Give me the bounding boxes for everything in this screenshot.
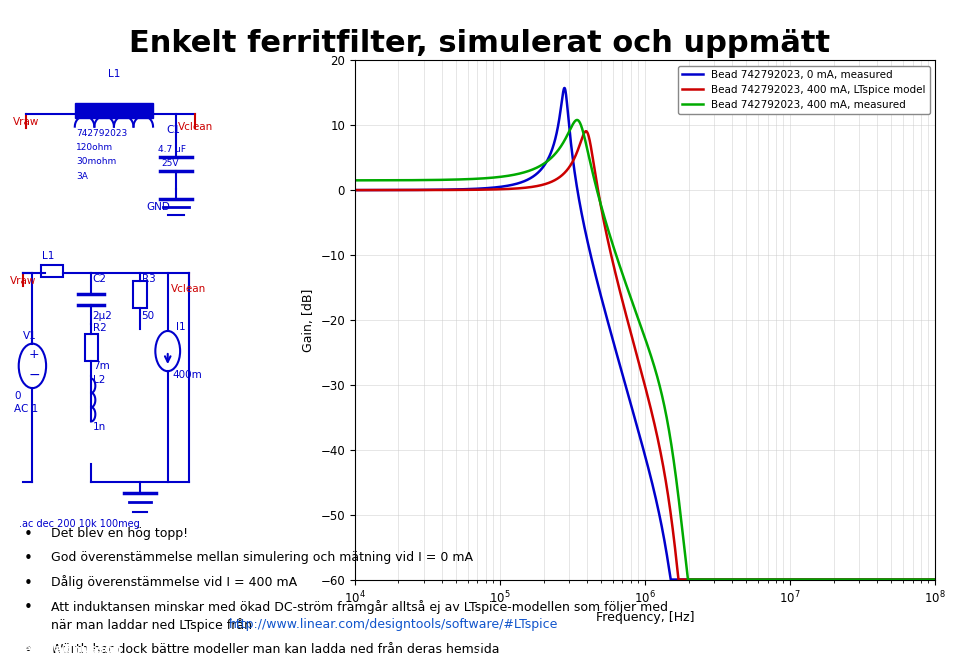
Bead 742792023, 400 mA, LTspice model xyxy=(855,576,867,584)
Text: C2: C2 xyxy=(93,274,106,284)
Text: L2: L2 xyxy=(93,375,105,385)
Bead 742792023, 400 mA, measured xyxy=(572,116,583,124)
Text: 7m: 7m xyxy=(93,360,109,371)
Text: •: • xyxy=(24,551,33,566)
Text: V1: V1 xyxy=(23,332,37,342)
Bead 742792023, 400 mA, LTspice model xyxy=(349,186,361,194)
Text: Att induktansen minskar med ökad DC-ström framgår alltså ej av LTspice-modellen : Att induktansen minskar med ökad DC-strö… xyxy=(51,600,667,614)
Text: •: • xyxy=(24,643,33,657)
Text: Det blev en hög topp!: Det blev en hög topp! xyxy=(51,527,188,540)
Bead 742792023, 0 mA, measured xyxy=(415,186,427,194)
Bead 742792023, 400 mA, LTspice model xyxy=(929,576,941,584)
Text: 120ohm: 120ohm xyxy=(77,143,113,152)
Bar xyxy=(133,281,147,308)
Text: 50: 50 xyxy=(142,312,154,322)
Bead 742792023, 0 mA, measured xyxy=(349,186,361,194)
Text: Vraw: Vraw xyxy=(12,117,39,127)
Text: L1: L1 xyxy=(42,251,55,261)
Text: 400m: 400m xyxy=(173,370,202,379)
Text: +: + xyxy=(29,348,39,361)
Bead 742792023, 400 mA, measured xyxy=(415,176,427,184)
Bead 742792023, 0 mA, measured xyxy=(665,576,676,584)
Text: http://www.linear.com/designtools/software/#LTspice: http://www.linear.com/designtools/softwa… xyxy=(229,618,558,631)
Bead 742792023, 0 mA, measured xyxy=(919,576,930,584)
Text: 2µ2: 2µ2 xyxy=(93,312,112,322)
Line: Bead 742792023, 400 mA, LTspice model: Bead 742792023, 400 mA, LTspice model xyxy=(355,131,935,580)
Legend: Bead 742792023, 0 mA, measured, Bead 742792023, 400 mA, LTspice model, Bead 7427: Bead 742792023, 0 mA, measured, Bead 742… xyxy=(678,66,930,115)
Bead 742792023, 400 mA, measured xyxy=(919,576,930,584)
Text: Vclean: Vclean xyxy=(177,123,213,133)
Text: AC 1: AC 1 xyxy=(14,405,38,415)
Bead 742792023, 400 mA, measured xyxy=(855,576,867,584)
Text: God överenstämmelse mellan simulering och mätning vid I = 0 mA: God överenstämmelse mellan simulering oc… xyxy=(51,551,473,564)
Y-axis label: Gain, [dB]: Gain, [dB] xyxy=(302,288,315,352)
Bead 742792023, 0 mA, measured xyxy=(855,576,867,584)
Text: när man laddar ned LTspice från: när man laddar ned LTspice från xyxy=(51,618,256,632)
Text: −: − xyxy=(29,368,40,382)
Text: 7: 7 xyxy=(475,643,484,657)
Bead 742792023, 400 mA, LTspice model xyxy=(415,186,427,194)
Bead 742792023, 400 mA, LTspice model xyxy=(580,127,592,135)
Text: GND: GND xyxy=(147,202,171,212)
Text: 742792023: 742792023 xyxy=(77,129,128,137)
Bead 742792023, 400 mA, measured xyxy=(450,176,461,184)
Text: •: • xyxy=(24,527,33,542)
Text: R2: R2 xyxy=(93,324,106,334)
Bead 742792023, 400 mA, LTspice model xyxy=(919,576,930,584)
Text: Vraw: Vraw xyxy=(10,276,35,286)
Text: Dålig överenstämmelse vid I = 400 mA: Dålig överenstämmelse vid I = 400 mA xyxy=(51,576,297,590)
Text: 25V: 25V xyxy=(161,159,178,168)
Text: 3A: 3A xyxy=(77,172,88,180)
Text: C1: C1 xyxy=(166,125,180,135)
Bar xyxy=(40,265,63,277)
Line: Bead 742792023, 0 mA, measured: Bead 742792023, 0 mA, measured xyxy=(355,88,935,580)
Text: 4.7 uF: 4.7 uF xyxy=(158,145,186,153)
Bead 742792023, 400 mA, measured xyxy=(349,176,361,184)
Bar xyxy=(84,334,98,360)
Bead 742792023, 0 mA, measured xyxy=(572,186,583,194)
Text: I1: I1 xyxy=(175,322,185,332)
Text: •: • xyxy=(24,576,33,590)
Bead 742792023, 400 mA, measured xyxy=(596,207,608,215)
Bead 742792023, 400 mA, LTspice model xyxy=(572,147,583,155)
Bead 742792023, 400 mA, measured xyxy=(572,116,583,124)
Text: 0: 0 xyxy=(14,391,21,401)
Bead 742792023, 400 mA, LTspice model xyxy=(450,186,461,194)
Bead 742792023, 0 mA, measured xyxy=(450,186,461,194)
Text: •: • xyxy=(24,600,33,614)
Text: Enkelt ferritfilter, simulerat och uppmätt: Enkelt ferritfilter, simulerat och uppmä… xyxy=(129,29,830,58)
Bar xyxy=(75,103,153,118)
Text: Würth har dock bättre modeller man kan ladda ned från deras hemsida: Würth har dock bättre modeller man kan l… xyxy=(51,643,500,655)
Bead 742792023, 0 mA, measured xyxy=(596,298,608,306)
Text: 30mohm: 30mohm xyxy=(77,157,117,166)
Text: 1n: 1n xyxy=(93,423,106,432)
Text: R3: R3 xyxy=(142,274,155,284)
Bead 742792023, 0 mA, measured xyxy=(559,84,571,92)
Bead 742792023, 400 mA, LTspice model xyxy=(596,211,608,219)
Bead 742792023, 400 mA, LTspice model xyxy=(673,576,685,584)
Text: Per Magnusson: Per Magnusson xyxy=(14,643,122,657)
Bead 742792023, 400 mA, measured xyxy=(682,576,693,584)
Bead 742792023, 400 mA, measured xyxy=(929,576,941,584)
X-axis label: Frequency, [Hz]: Frequency, [Hz] xyxy=(596,612,694,624)
Text: SP Devices: SP Devices xyxy=(844,643,929,657)
Text: Vclean: Vclean xyxy=(172,284,206,293)
Bead 742792023, 0 mA, measured xyxy=(929,576,941,584)
Text: .ac dec 200 10k 100meg: .ac dec 200 10k 100meg xyxy=(19,519,140,529)
Line: Bead 742792023, 400 mA, measured: Bead 742792023, 400 mA, measured xyxy=(355,120,935,580)
Text: L1: L1 xyxy=(107,70,120,80)
